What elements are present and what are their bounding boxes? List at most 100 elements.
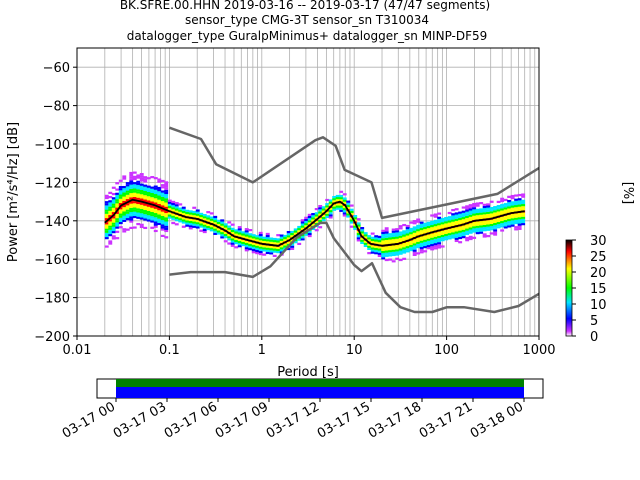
histogram-cell — [342, 199, 347, 202]
histogram-cell — [423, 222, 428, 225]
histogram-cell — [430, 222, 435, 226]
histogram-cell — [195, 224, 200, 227]
histogram-cell — [143, 180, 148, 183]
histogram-cell — [223, 231, 228, 234]
histogram-cell — [304, 218, 309, 222]
histogram-cell — [482, 222, 487, 225]
histogram-cell — [517, 208, 522, 211]
histogram-cell — [468, 231, 473, 234]
histogram-cell — [286, 235, 291, 238]
histogram-cell — [454, 220, 459, 224]
histogram-cell — [202, 224, 207, 227]
histogram-cell — [139, 217, 144, 220]
histogram-cell — [227, 242, 232, 245]
histogram-cell — [136, 208, 141, 211]
histogram-cell — [129, 193, 134, 196]
histogram-cell — [167, 214, 172, 217]
histogram-cell — [125, 218, 130, 221]
histogram-cell — [458, 228, 463, 231]
histogram-cell — [153, 202, 158, 205]
histogram-cell — [234, 239, 239, 243]
histogram-cell — [374, 252, 379, 255]
histogram-cell — [258, 231, 263, 235]
histogram-cell — [451, 217, 456, 220]
histogram-cell — [237, 226, 242, 229]
histogram-cell — [132, 177, 137, 181]
histogram-cell — [122, 230, 127, 233]
histogram-cell — [444, 225, 449, 228]
histogram-cell — [437, 246, 442, 249]
timeline-tick-label: 03-17 18 — [366, 399, 424, 441]
histogram-cell — [391, 249, 396, 252]
histogram-cell — [234, 237, 239, 240]
histogram-cell — [129, 197, 134, 200]
histogram-cell — [185, 218, 190, 221]
histogram-cell — [510, 222, 515, 225]
histogram-cell — [255, 247, 260, 250]
histogram-cell — [486, 215, 491, 219]
histogram-cell — [370, 245, 375, 248]
histogram-cell — [178, 218, 183, 221]
histogram-cell — [174, 208, 179, 211]
histogram-cell — [157, 189, 162, 192]
histogram-cell — [314, 220, 319, 223]
histogram-cell — [461, 210, 466, 213]
histogram-cell — [164, 217, 169, 220]
histogram-cell — [160, 209, 165, 212]
histogram-cell — [500, 218, 505, 222]
histogram-cell — [472, 205, 477, 208]
histogram-cell — [507, 199, 512, 203]
histogram-cell — [276, 234, 281, 237]
histogram-cell — [395, 240, 400, 243]
histogram-cell — [454, 212, 459, 215]
histogram-cell — [328, 203, 333, 206]
histogram-cell — [363, 232, 368, 235]
histogram-cell — [188, 220, 193, 224]
histogram-cell — [199, 225, 204, 228]
histogram-cell — [244, 234, 249, 237]
histogram-cell — [244, 249, 249, 252]
histogram-cell — [521, 212, 526, 215]
histogram-cell — [181, 210, 186, 214]
histogram-cell — [360, 241, 365, 244]
histogram-cell — [412, 241, 417, 244]
histogram-cell — [346, 202, 351, 205]
histogram-cell — [272, 250, 277, 253]
histogram-cell — [479, 216, 484, 220]
histogram-cell — [307, 213, 312, 217]
histogram-cell — [150, 197, 155, 200]
timeline-tick-label: 03-17 00 — [60, 399, 118, 441]
histogram-cell — [300, 236, 305, 239]
y-tick-label: −200 — [34, 330, 70, 345]
histogram-cell — [150, 205, 155, 208]
histogram-cell — [332, 198, 337, 201]
histogram-cell — [503, 224, 508, 227]
histogram-cell — [276, 248, 281, 252]
histogram-cell — [118, 190, 123, 193]
histogram-cell — [412, 247, 417, 250]
histogram-cell — [115, 222, 120, 225]
histogram-cell — [230, 242, 235, 245]
histogram-cell — [220, 225, 225, 228]
histogram-cell — [328, 201, 333, 204]
histogram-cell — [283, 236, 288, 240]
histogram-cell — [108, 219, 113, 222]
histogram-cell — [475, 217, 480, 220]
histogram-cell — [129, 207, 134, 211]
histogram-cell — [374, 239, 379, 242]
y-tick-label: −140 — [34, 215, 70, 230]
histogram-cell — [181, 221, 186, 224]
histogram-cell — [388, 245, 393, 249]
histogram-cell — [115, 194, 120, 198]
histogram-cell — [360, 237, 365, 240]
histogram-cell — [514, 202, 519, 206]
histogram-cell — [433, 232, 438, 235]
histogram-cell — [174, 204, 179, 207]
histogram-cell — [139, 183, 144, 186]
histogram-cell — [381, 246, 386, 249]
histogram-cell — [468, 218, 473, 222]
histogram-cell — [164, 219, 169, 222]
histogram-cell — [171, 221, 176, 225]
histogram-cell — [514, 228, 519, 231]
histogram-cell — [409, 221, 414, 224]
